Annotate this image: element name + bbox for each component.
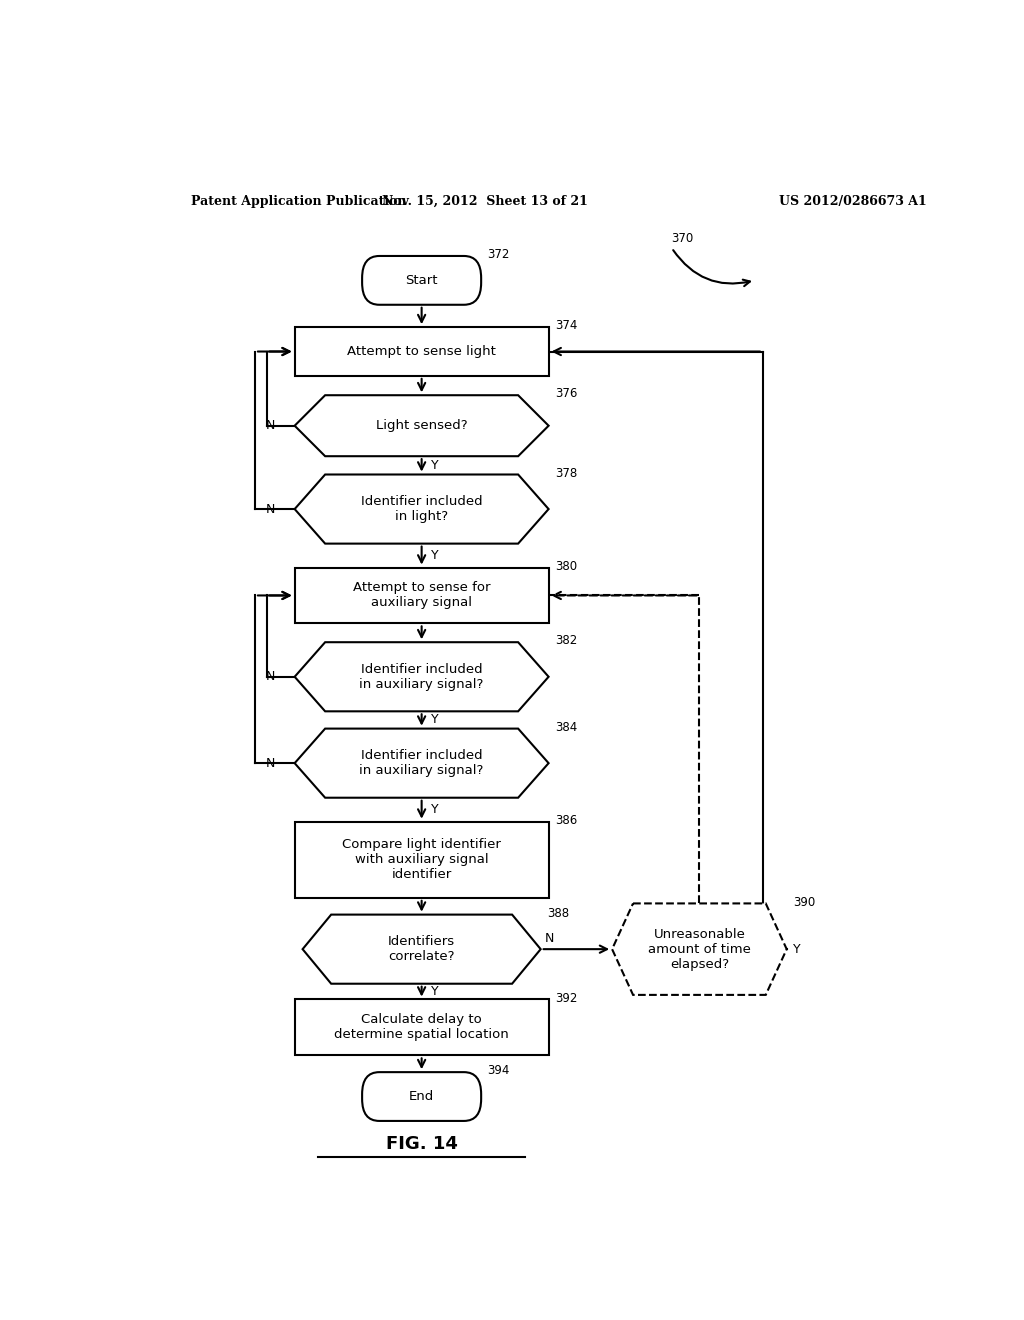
Text: Identifier included
in auxiliary signal?: Identifier included in auxiliary signal?: [359, 750, 483, 777]
Bar: [295, 821, 549, 898]
Text: US 2012/0286673 A1: US 2012/0286673 A1: [778, 194, 927, 207]
Text: Y: Y: [431, 803, 438, 816]
Text: Start: Start: [406, 273, 438, 286]
Text: Y: Y: [431, 459, 438, 471]
Text: 372: 372: [487, 248, 510, 261]
Text: Y: Y: [431, 549, 438, 562]
Text: Identifier included
in light?: Identifier included in light?: [360, 495, 482, 523]
Text: Patent Application Publication: Patent Application Publication: [191, 194, 407, 207]
Polygon shape: [295, 643, 549, 711]
Text: N: N: [265, 503, 274, 516]
Text: 376: 376: [555, 387, 578, 400]
Text: 386: 386: [555, 813, 578, 826]
Text: Attempt to sense light: Attempt to sense light: [347, 345, 496, 358]
Polygon shape: [295, 729, 549, 797]
Text: 374: 374: [555, 319, 578, 333]
Text: N: N: [265, 756, 274, 770]
Text: N: N: [265, 420, 274, 432]
Text: Y: Y: [431, 714, 438, 726]
Text: N: N: [265, 671, 274, 684]
Text: N: N: [545, 932, 554, 945]
Text: 392: 392: [555, 991, 578, 1005]
Text: Identifiers
correlate?: Identifiers correlate?: [388, 935, 456, 964]
Text: 382: 382: [555, 635, 578, 647]
Text: 378: 378: [555, 466, 578, 479]
Bar: [295, 327, 549, 376]
Text: Y: Y: [793, 942, 801, 956]
Text: 390: 390: [793, 895, 815, 908]
Polygon shape: [303, 915, 541, 983]
Text: Identifier included
in auxiliary signal?: Identifier included in auxiliary signal?: [359, 663, 483, 690]
Text: Unreasonable
amount of time
elapsed?: Unreasonable amount of time elapsed?: [648, 928, 751, 970]
Text: Y: Y: [431, 985, 438, 998]
Text: Nov. 15, 2012  Sheet 13 of 21: Nov. 15, 2012 Sheet 13 of 21: [382, 194, 588, 207]
Text: Calculate delay to
determine spatial location: Calculate delay to determine spatial loc…: [334, 1014, 509, 1041]
Text: 380: 380: [555, 560, 578, 573]
Text: 384: 384: [555, 721, 578, 734]
Text: 388: 388: [547, 907, 569, 920]
Bar: [295, 568, 549, 623]
Text: End: End: [409, 1090, 434, 1104]
FancyBboxPatch shape: [362, 1072, 481, 1121]
Polygon shape: [295, 474, 549, 544]
Bar: [295, 999, 549, 1056]
Polygon shape: [612, 903, 786, 995]
Text: 394: 394: [487, 1064, 510, 1077]
Text: Attempt to sense for
auxiliary signal: Attempt to sense for auxiliary signal: [353, 581, 490, 610]
Polygon shape: [295, 395, 549, 457]
Text: Light sensed?: Light sensed?: [376, 420, 467, 432]
Text: Compare light identifier
with auxiliary signal
identifier: Compare light identifier with auxiliary …: [342, 838, 501, 882]
FancyBboxPatch shape: [362, 256, 481, 305]
Text: FIG. 14: FIG. 14: [386, 1135, 458, 1154]
Text: 370: 370: [672, 232, 694, 244]
